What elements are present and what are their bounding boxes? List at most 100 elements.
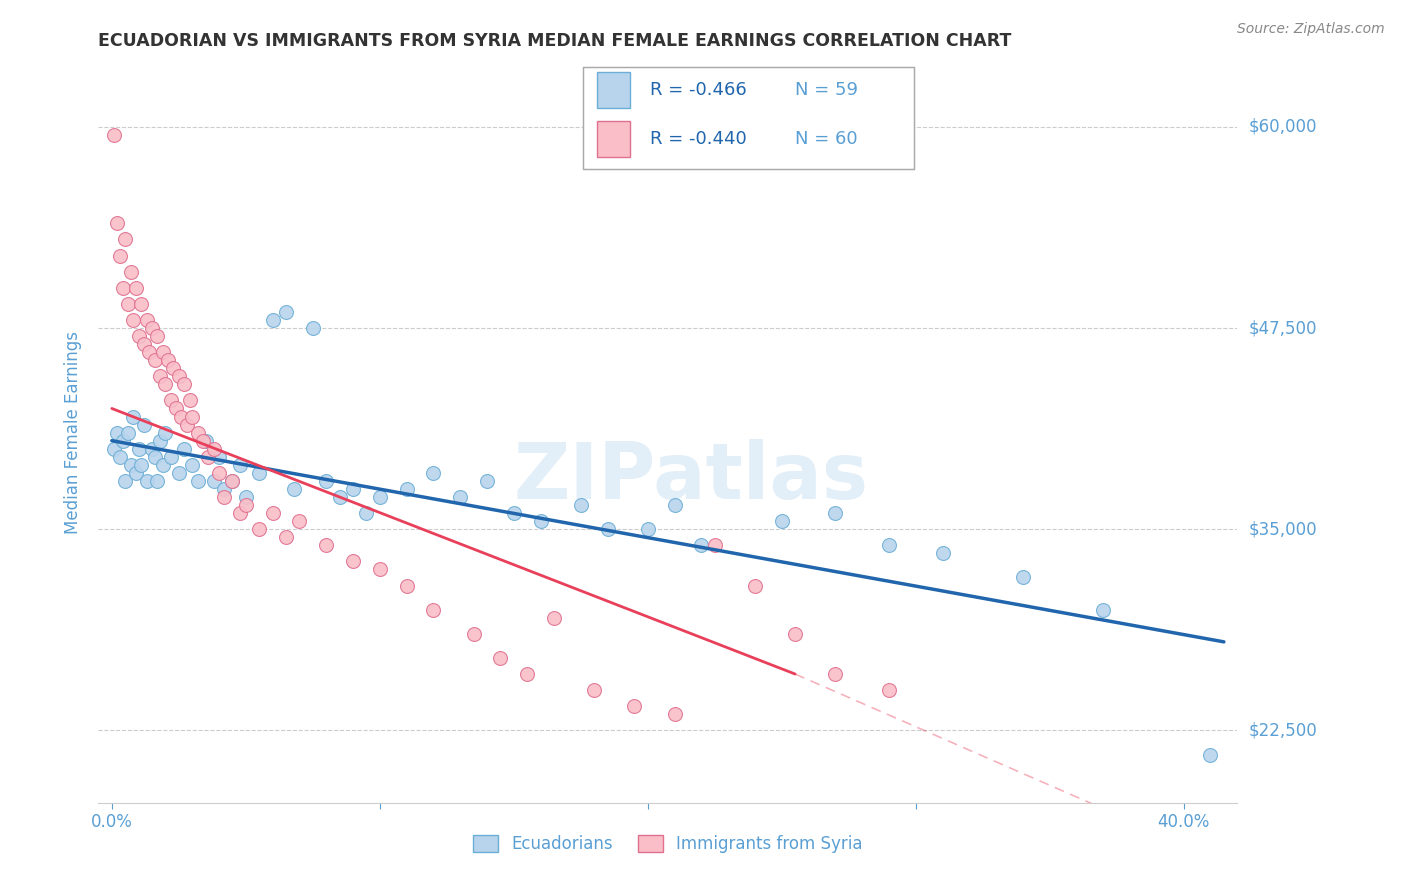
Point bbox=[155, 377, 177, 392]
Point bbox=[329, 490, 352, 504]
Point bbox=[125, 466, 148, 480]
Point bbox=[342, 554, 364, 568]
Point bbox=[138, 345, 160, 359]
Point bbox=[877, 683, 900, 698]
Point bbox=[824, 506, 846, 520]
Point bbox=[274, 530, 297, 544]
Point bbox=[111, 281, 134, 295]
Point bbox=[395, 578, 418, 592]
Text: N = 60: N = 60 bbox=[794, 129, 858, 148]
Point bbox=[181, 458, 204, 472]
Point bbox=[114, 474, 136, 488]
Point bbox=[162, 361, 184, 376]
Point bbox=[529, 514, 551, 528]
Point bbox=[502, 506, 524, 520]
Point bbox=[262, 506, 284, 520]
Bar bbox=[596, 72, 630, 108]
Point bbox=[129, 458, 152, 472]
Point bbox=[128, 329, 150, 343]
Point bbox=[744, 578, 766, 592]
Point bbox=[583, 683, 606, 698]
Point bbox=[690, 538, 713, 552]
Point bbox=[449, 490, 471, 504]
Point bbox=[931, 546, 953, 560]
Point bbox=[159, 450, 181, 464]
Point bbox=[103, 442, 125, 456]
Point bbox=[315, 538, 337, 552]
Point bbox=[877, 538, 900, 552]
Point bbox=[152, 458, 174, 472]
Point bbox=[194, 434, 217, 448]
Text: ECUADORIAN VS IMMIGRANTS FROM SYRIA MEDIAN FEMALE EARNINGS CORRELATION CHART: ECUADORIAN VS IMMIGRANTS FROM SYRIA MEDI… bbox=[98, 32, 1012, 50]
Point bbox=[165, 401, 187, 416]
Point bbox=[288, 514, 311, 528]
Point bbox=[176, 417, 198, 432]
Point bbox=[221, 474, 243, 488]
Text: N = 59: N = 59 bbox=[794, 81, 858, 100]
Point bbox=[128, 442, 150, 456]
Point bbox=[149, 434, 172, 448]
Point bbox=[703, 538, 725, 552]
Point bbox=[1199, 747, 1222, 762]
Point bbox=[208, 450, 231, 464]
Text: ZIPatlas: ZIPatlas bbox=[513, 439, 868, 515]
Point bbox=[262, 313, 284, 327]
Point bbox=[105, 425, 128, 440]
Point bbox=[143, 450, 166, 464]
Point bbox=[108, 450, 131, 464]
Point bbox=[117, 297, 139, 311]
Point bbox=[247, 466, 270, 480]
Point bbox=[155, 425, 177, 440]
Point bbox=[301, 321, 323, 335]
Point bbox=[214, 482, 236, 496]
Point bbox=[202, 474, 225, 488]
Point bbox=[770, 514, 793, 528]
Point bbox=[463, 627, 485, 641]
Point bbox=[637, 522, 659, 536]
Point bbox=[152, 345, 174, 359]
Point bbox=[157, 353, 180, 368]
Point bbox=[229, 458, 252, 472]
Point bbox=[111, 434, 134, 448]
Point bbox=[1092, 602, 1115, 616]
Point bbox=[120, 458, 142, 472]
Point bbox=[159, 393, 181, 408]
Point bbox=[167, 369, 190, 384]
Point bbox=[208, 466, 231, 480]
Point bbox=[187, 425, 209, 440]
Point bbox=[146, 474, 169, 488]
Text: Source: ZipAtlas.com: Source: ZipAtlas.com bbox=[1237, 22, 1385, 37]
Point bbox=[181, 409, 204, 424]
Point bbox=[149, 369, 172, 384]
Point bbox=[197, 450, 219, 464]
Point bbox=[368, 490, 391, 504]
Point bbox=[283, 482, 305, 496]
Point bbox=[167, 466, 190, 480]
Point bbox=[422, 602, 444, 616]
Point bbox=[516, 667, 538, 681]
Point bbox=[173, 442, 195, 456]
Point bbox=[342, 482, 364, 496]
Point bbox=[543, 610, 565, 624]
Point bbox=[1012, 570, 1035, 584]
Point bbox=[422, 466, 444, 480]
Point bbox=[141, 321, 163, 335]
Point bbox=[229, 506, 252, 520]
Text: $22,500: $22,500 bbox=[1249, 722, 1317, 739]
Point bbox=[596, 522, 619, 536]
Point bbox=[122, 313, 145, 327]
Point bbox=[173, 377, 195, 392]
Text: R = -0.466: R = -0.466 bbox=[650, 81, 747, 100]
Point bbox=[315, 474, 337, 488]
Point bbox=[114, 232, 136, 246]
Y-axis label: Median Female Earnings: Median Female Earnings bbox=[65, 331, 83, 534]
Point bbox=[368, 562, 391, 576]
Point bbox=[122, 409, 145, 424]
Point bbox=[235, 498, 257, 512]
Text: $60,000: $60,000 bbox=[1249, 118, 1317, 136]
Point bbox=[191, 434, 214, 448]
Point bbox=[179, 393, 201, 408]
Point bbox=[623, 699, 645, 714]
Point bbox=[108, 249, 131, 263]
Point bbox=[187, 474, 209, 488]
